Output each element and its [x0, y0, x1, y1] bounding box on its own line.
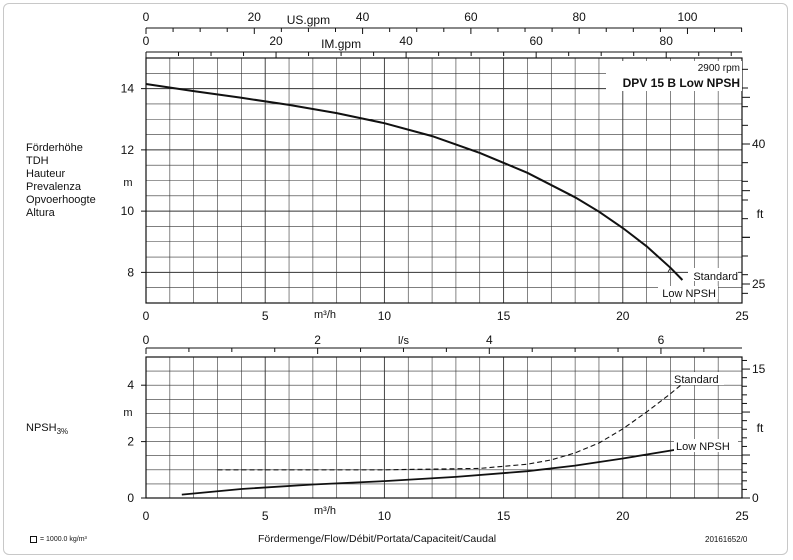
y-label-line: Opvoerhoogte — [26, 194, 96, 206]
x-tick-label: 10 — [378, 509, 392, 523]
label-background — [674, 439, 738, 452]
x-tick-label: 0 — [143, 509, 150, 523]
page-frame — [3, 3, 788, 555]
npsh-label-sub: 3% — [56, 427, 69, 437]
flow-label: Fördermenge/Flow/Débit/Portata/Capacitei… — [258, 533, 497, 545]
ft-tick-label: 15 — [752, 362, 766, 376]
im-gpm-tick-label: 40 — [399, 34, 413, 48]
us-gpm-tick-label: 40 — [356, 10, 370, 24]
label-background — [672, 372, 724, 385]
y-tick-label: 14 — [121, 82, 135, 96]
x-tick-label: 20 — [616, 509, 630, 523]
y-label-line: TDH — [26, 155, 49, 167]
y-tick-label: 12 — [121, 143, 135, 157]
y-tick-label: 0 — [127, 491, 134, 505]
im-gpm-tick-label: 0 — [143, 34, 150, 48]
ls-tick-label: 2 — [314, 333, 321, 347]
series-line-low-npsh — [181, 447, 683, 496]
npsh-label-main: NPSH — [26, 422, 57, 434]
x-unit-label: m³/h — [314, 309, 336, 321]
series-label-low-npsh: Low NPSH — [662, 288, 716, 300]
x-tick-label: 5 — [262, 509, 269, 523]
y-label-line: Altura — [26, 207, 55, 219]
ft-unit-label: ft — [757, 207, 764, 221]
y-label-line: Hauteur — [26, 168, 66, 180]
y-label-line: Förderhöhe — [26, 142, 83, 154]
us-gpm-axis-title: US.gpm — [287, 13, 330, 27]
series-label-low-npsh: Low NPSH — [676, 441, 730, 453]
us-gpm-tick-label: 80 — [572, 10, 586, 24]
chart-title: DPV 15 B Low NPSH — [623, 76, 740, 90]
x-tick-label: 20 — [616, 309, 630, 323]
label-background — [688, 268, 738, 281]
plot-border — [145, 57, 743, 304]
density-text: = 1000.0 kg/m³ — [40, 536, 87, 543]
y-tick-label: 4 — [127, 378, 134, 392]
ft-tick-label: 0 — [752, 491, 759, 505]
y-tick-label: 10 — [121, 204, 135, 218]
chart-subtitle: 2900 rpm — [698, 63, 740, 74]
x-tick-label: 10 — [378, 309, 392, 323]
x-tick-label: 0 — [143, 309, 150, 323]
us-gpm-tick-label: 100 — [677, 10, 697, 24]
ls-axis-title: l/s — [398, 335, 410, 347]
y-tick-label: 2 — [127, 435, 134, 449]
title-background — [606, 61, 742, 91]
us-gpm-tick-label: 60 — [464, 10, 478, 24]
series-label-standard: Standard — [674, 374, 719, 386]
npsh-axis-label: NPSH3% — [26, 422, 68, 438]
x-unit-label: m³/h — [314, 505, 336, 517]
ft-tick-label: 25 — [752, 277, 766, 291]
ls-tick-label: 4 — [486, 333, 493, 347]
ft-tick-label: 40 — [752, 137, 766, 151]
series-line-standard-npsh — [217, 383, 683, 471]
us-gpm-tick-label: 0 — [143, 10, 150, 24]
us-gpm-tick-label: 20 — [248, 10, 262, 24]
ft-unit-label: ft — [757, 421, 764, 435]
plot-border — [145, 356, 743, 499]
x-tick-label: 25 — [735, 309, 749, 323]
x-tick-label: 5 — [262, 309, 269, 323]
x-tick-label: 15 — [497, 309, 511, 323]
im-gpm-tick-label: 80 — [660, 34, 674, 48]
label-background — [658, 286, 718, 299]
ls-tick-label: 0 — [143, 333, 150, 347]
x-tick-label: 15 — [497, 509, 511, 523]
y-unit-label: m — [123, 407, 132, 419]
im-gpm-tick-label: 60 — [529, 34, 543, 48]
density-box-icon — [30, 536, 37, 543]
series-line-standard-head — [145, 83, 684, 281]
y-tick-label: 8 — [127, 265, 134, 279]
leader-line — [667, 267, 671, 273]
density-note: = 1000.0 kg/m³ — [30, 533, 87, 546]
series-label-standard: Standard — [693, 271, 738, 283]
x-tick-label: 25 — [735, 509, 749, 523]
im-gpm-tick-label: 20 — [269, 34, 283, 48]
y-axis-label-block: Förderhöhe TDH Hauteur Prevalenza Opvoer… — [26, 142, 96, 220]
y-unit-label: m — [123, 177, 132, 189]
doc-code: 20161652/0 — [705, 535, 748, 544]
ls-tick-label: 6 — [658, 333, 665, 347]
im-gpm-axis-title: IM.gpm — [321, 37, 361, 51]
y-label-line: Prevalenza — [26, 181, 82, 193]
